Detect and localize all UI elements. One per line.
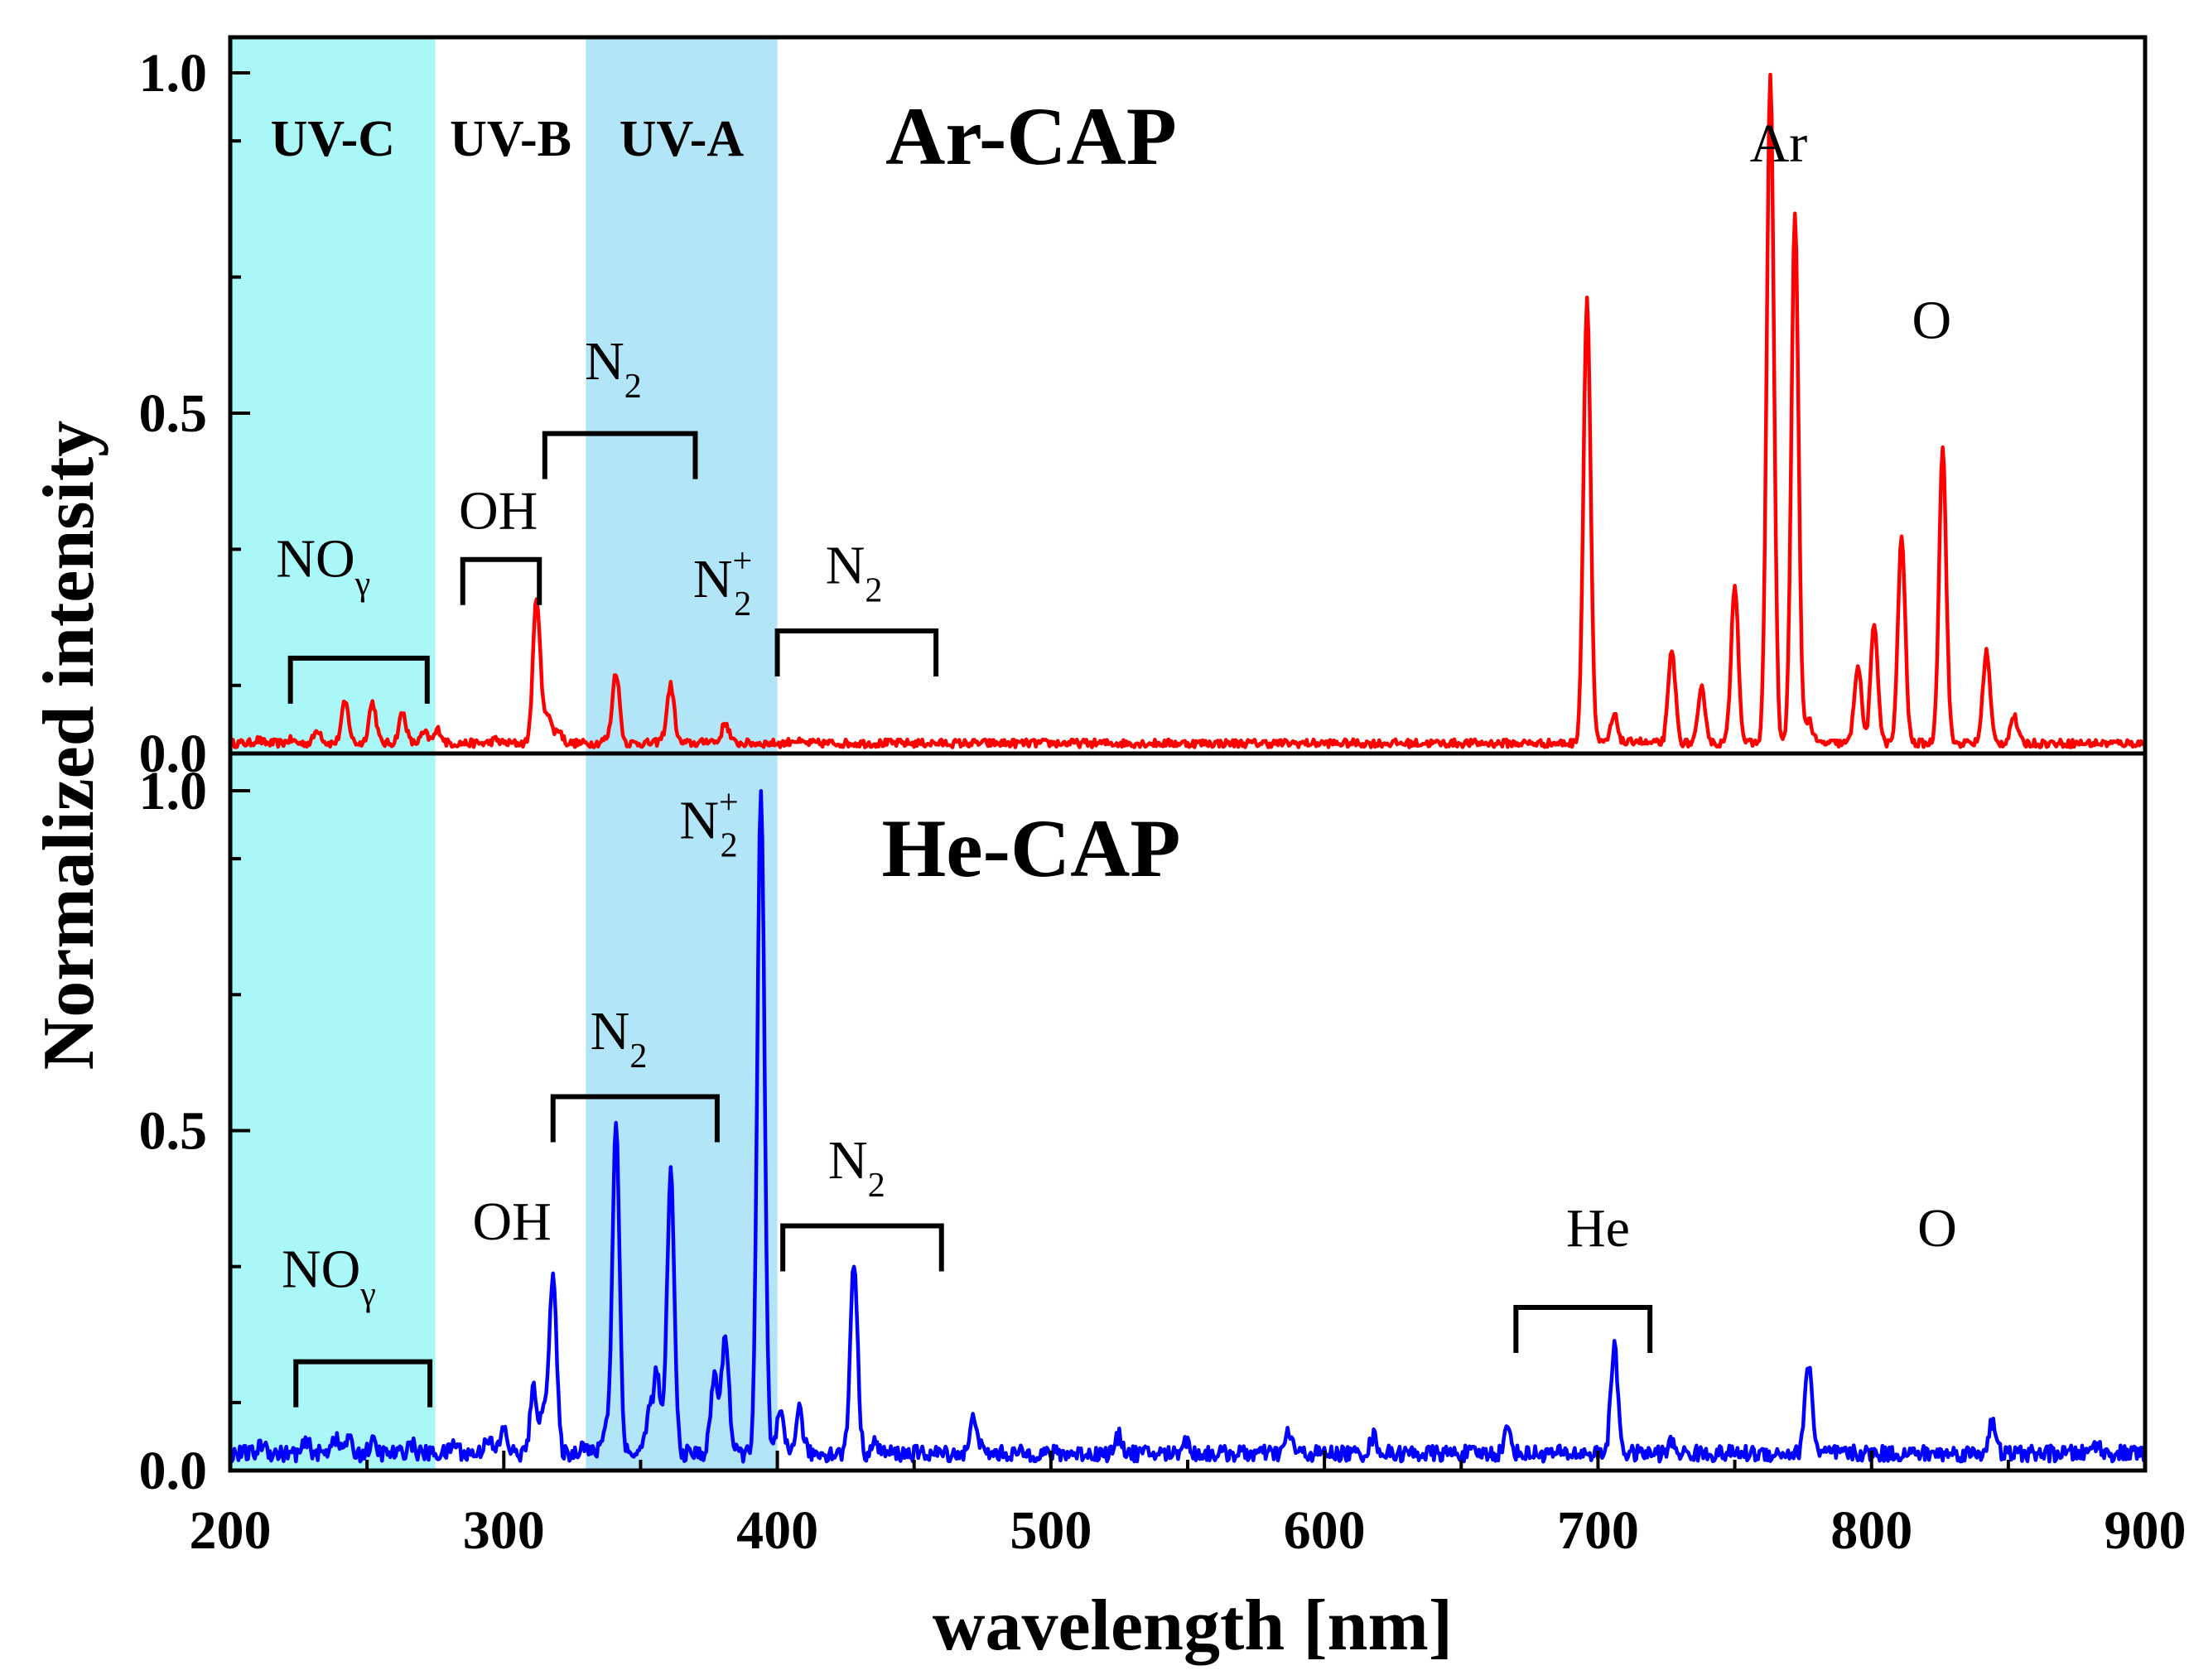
bracket-1-3 bbox=[1513, 1304, 1653, 1353]
annotation-n-0-2: N2 bbox=[585, 331, 642, 406]
annotation-no-0-0: NOγ bbox=[276, 528, 370, 603]
x-tick-label-6: 800 bbox=[1830, 1500, 1912, 1561]
annotation-n-0-4: N2 bbox=[826, 536, 883, 610]
annotation-oh-0-1: OH bbox=[459, 481, 538, 542]
y-tick-label-0-2: 1.0 bbox=[139, 43, 208, 103]
annotation-he-1-5: He bbox=[1566, 1198, 1630, 1259]
x-axis-label: wavelength [nm] bbox=[933, 1586, 1453, 1666]
series-lines bbox=[228, 72, 2148, 1464]
y-tick-label-1-0: 0.0 bbox=[139, 1441, 208, 1501]
x-tick-label-4: 600 bbox=[1284, 1500, 1366, 1561]
annotation-oh-1-1: OH bbox=[473, 1191, 552, 1252]
x-tick-label-2: 400 bbox=[736, 1500, 818, 1561]
annotation-n-1-2: N+ 2 bbox=[679, 783, 738, 864]
bracket-1-0 bbox=[293, 1359, 433, 1408]
annotation-n-0-3: N+ 2 bbox=[693, 542, 752, 623]
annotation-o-0-6: O bbox=[1912, 291, 1952, 351]
y-tick-label-1-2: 1.0 bbox=[139, 761, 208, 821]
x-tick-label-1: 300 bbox=[463, 1500, 545, 1561]
series-line-ar-cap bbox=[228, 72, 2148, 749]
annotation-n-1-3: N2 bbox=[591, 1001, 648, 1076]
series-line-he-cap bbox=[228, 789, 2148, 1464]
panel-title-ar-cap: Ar-CAP bbox=[885, 90, 1177, 182]
panel-title-he-cap: He-CAP bbox=[882, 802, 1181, 894]
band-label-uv-b: UV-B bbox=[450, 111, 571, 167]
bracket-0-3 bbox=[774, 628, 939, 677]
bracket-1-2 bbox=[780, 1223, 944, 1272]
x-tick-label-7: 900 bbox=[2105, 1500, 2187, 1561]
y-tick-label-0-0: 0.0 bbox=[139, 724, 208, 784]
annotation-ar-0-5: Ar bbox=[1750, 113, 1808, 174]
bracket-0-0 bbox=[287, 655, 430, 704]
x-tick-label-0: 200 bbox=[190, 1500, 272, 1561]
y-tick-label-0-1: 0.5 bbox=[139, 383, 208, 444]
annotations: Ar-CAP NOγ OH N2 N+ 2 N2 Ar O He-CAP NOγ OH N+ 2 N2 N2 H… bbox=[276, 90, 1957, 1408]
x-tick-label-3: 500 bbox=[1010, 1500, 1092, 1561]
bracket-0-2 bbox=[542, 431, 698, 479]
annotation-o-1-6: O bbox=[1917, 1198, 1957, 1259]
annotation-no-1-0: NOγ bbox=[282, 1239, 376, 1313]
y-tick-label-1-1: 0.5 bbox=[139, 1101, 208, 1162]
band-label-uv-c: UV-C bbox=[271, 111, 395, 167]
bracket-0-1 bbox=[460, 556, 542, 605]
y-axis-label: Normalized intensity bbox=[29, 421, 109, 1071]
bracket-1-1 bbox=[550, 1094, 720, 1143]
annotation-n-1-4: N2 bbox=[828, 1130, 885, 1205]
x-tick-label-5: 700 bbox=[1557, 1500, 1639, 1561]
band-label-uv-a: UV-A bbox=[620, 111, 745, 167]
